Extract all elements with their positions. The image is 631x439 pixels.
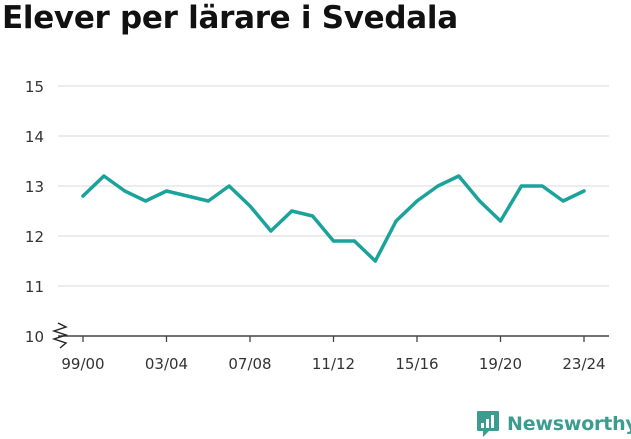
data-point [227, 184, 231, 188]
newsworthy-logo-icon [477, 411, 499, 437]
data-point [352, 239, 356, 243]
data-point [561, 199, 565, 203]
data-point [394, 219, 398, 223]
x-tick-label: 15/16 [395, 355, 438, 373]
x-tick-label: 11/12 [312, 355, 355, 373]
x-axis [51, 322, 609, 349]
data-point [331, 239, 336, 243]
data-point [81, 194, 85, 198]
chart-title: Elever per lärare i Svedala [2, 0, 458, 36]
x-axis-ticks: 99/00 03/04 07/08 11/12 15/16 19/20 23/24 [61, 336, 606, 373]
y-tick-label: 13 [25, 178, 44, 196]
series-group [81, 174, 586, 263]
y-axis-tick-labels: 10 11 12 13 14 15 [25, 78, 44, 346]
data-point [540, 184, 544, 188]
data-point [102, 174, 106, 178]
data-point [144, 199, 148, 203]
y-tick-label: 12 [25, 228, 44, 246]
data-point [248, 204, 252, 208]
data-point [185, 194, 189, 198]
data-point [457, 174, 461, 178]
data-point [519, 184, 523, 188]
data-point [290, 209, 294, 213]
x-tick-label: 23/24 [562, 355, 605, 373]
x-tick-label: 07/08 [228, 355, 271, 373]
data-point [311, 214, 315, 218]
axis-break-icon [51, 322, 69, 349]
data-point [436, 184, 440, 188]
data-point [164, 189, 169, 193]
data-point [373, 259, 377, 263]
y-tick-label: 10 [25, 328, 44, 346]
data-point [206, 199, 210, 203]
y-tick-label: 15 [25, 78, 44, 96]
newsworthy-brand: Newsworthy [476, 409, 631, 439]
data-point [269, 229, 273, 233]
x-tick-label: 03/04 [145, 355, 188, 373]
gridlines [58, 85, 609, 287]
y-tick-label: 14 [25, 128, 44, 146]
data-point [123, 189, 127, 193]
data-point [582, 189, 586, 193]
x-tick-label: 19/20 [479, 355, 522, 373]
brand-name: Newsworthy [507, 413, 631, 435]
x-tick-label: 99/00 [61, 355, 104, 373]
series-line [81, 174, 586, 263]
data-point [498, 219, 503, 223]
y-tick-label: 11 [25, 278, 44, 296]
data-point [478, 199, 482, 203]
data-point [415, 199, 419, 203]
